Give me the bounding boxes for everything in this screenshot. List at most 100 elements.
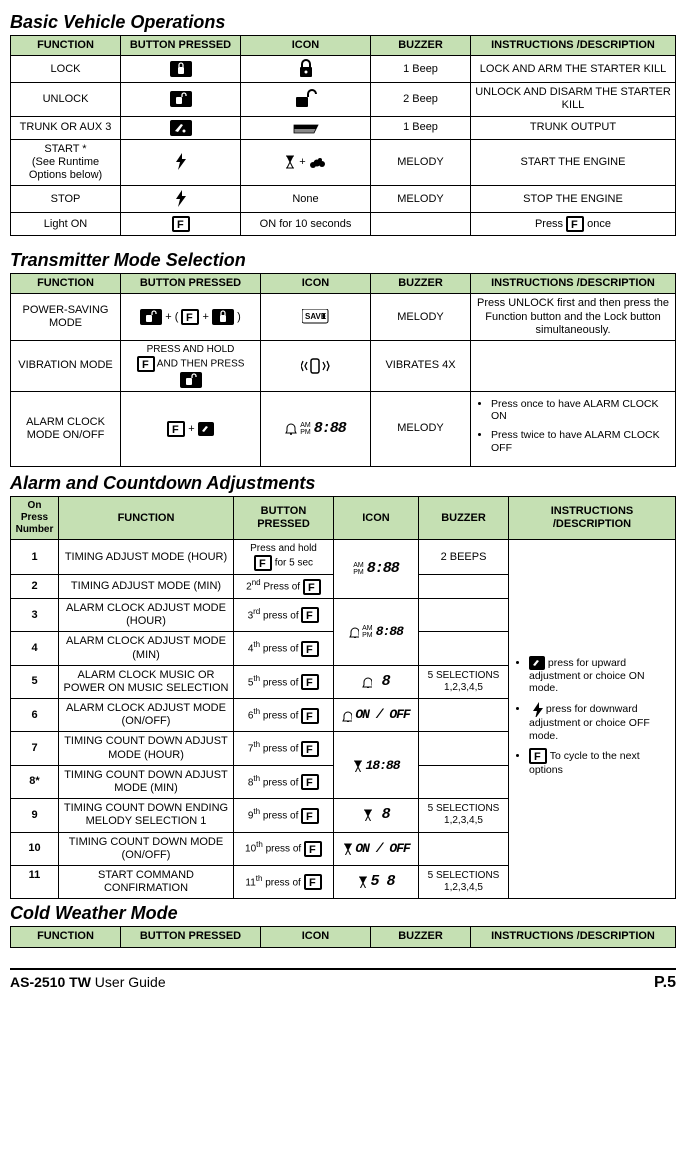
cell-icon [241, 116, 371, 139]
th: BUZZER [371, 927, 471, 947]
cell-buzzer [419, 632, 509, 665]
cell-icon [261, 340, 371, 391]
footer-model: AS-2510 TW [10, 974, 91, 990]
cell-instr: LOCK AND ARM THE STARTER KILL [471, 56, 676, 83]
cell-buzzer: 5 SELECTIONS 1,2,3,4,5 [419, 665, 509, 698]
cell-instr: Press once to have ALARM CLOCK ON Press … [471, 391, 676, 466]
cell-icon: 8 [334, 799, 419, 832]
text: for 5 sec [272, 558, 313, 569]
cell-fn: START COMMAND CONFIRMATION [59, 865, 234, 898]
footer-guide: User Guide [91, 974, 166, 990]
cell-buzzer: 1 Beep [371, 116, 471, 139]
cell-fn: TIMING COUNT DOWN ENDING MELODY SELECTIO… [59, 799, 234, 832]
cell-icon: None [241, 186, 371, 213]
text: press of [262, 877, 303, 888]
cell-fn: TIMING COUNT DOWN MODE (ON/OFF) [59, 832, 234, 865]
cell-btn: 5th press of [234, 665, 334, 698]
cell-fn: VIBRATION MODE [11, 340, 121, 391]
text: + [199, 311, 212, 323]
cell-buzzer [419, 598, 509, 631]
cell-instr: START THE ENGINE [471, 139, 676, 186]
cell-buzzer: 5 SELECTIONS 1,2,3,4,5 [419, 799, 509, 832]
section-title-alarm: Alarm and Countdown Adjustments [10, 473, 676, 494]
text: press for downward adjustment or choice … [529, 703, 650, 742]
text: ) [234, 311, 241, 323]
cell-fn: TIMING ADJUST MODE (HOUR) [59, 540, 234, 575]
th: INSTRUCTIONS /DESCRIPTION [471, 927, 676, 947]
cell-btn [121, 83, 241, 116]
onoff: ON / OFF [355, 841, 409, 856]
cell-icon: + [241, 139, 371, 186]
cell-buzzer: MELODY [371, 139, 471, 186]
text: press of [260, 610, 301, 621]
th: BUTTON PRESSED [121, 36, 241, 56]
text: Press of [261, 582, 303, 593]
cell-instr: TRUNK OUTPUT [471, 116, 676, 139]
cell-buzzer [419, 732, 509, 765]
cell-instr: Press UNLOCK first and then press the Fu… [471, 294, 676, 341]
cell-buzzer [371, 213, 471, 236]
sup: th [256, 840, 263, 849]
cell-btn [121, 116, 241, 139]
cell-n: 2 [11, 575, 59, 599]
text: Press [535, 218, 566, 230]
th: BUZZER [371, 274, 471, 294]
th: FUNCTION [11, 274, 121, 294]
cell-n: 1 [11, 540, 59, 575]
plus-text: + [296, 156, 309, 168]
th: FUNCTION [11, 927, 121, 947]
text: + [185, 423, 198, 435]
th: BUTTON PRESSED [121, 274, 261, 294]
cell-buzzer [419, 832, 509, 865]
cell-icon: 18:88 [334, 732, 419, 799]
cell-btn: PRESS AND HOLD AND THEN PRESS [121, 340, 261, 391]
text: PRESS AND HOLD [125, 344, 256, 356]
section-title-transmitter: Transmitter Mode Selection [10, 250, 676, 271]
cell-fn: POWER-SAVING MODE [11, 294, 121, 341]
cell-btn [121, 56, 241, 83]
footer-page: P.5 [654, 974, 676, 992]
th: ICON [241, 36, 371, 56]
cell-btn: Press and hold for 5 sec [234, 540, 334, 575]
text: press of [260, 710, 301, 721]
text: 10 [245, 844, 256, 855]
footer: AS-2510 TW User Guide P.5 [10, 968, 676, 992]
cell-buzzer: 2 BEEPS [419, 540, 509, 575]
cell-buzzer [419, 575, 509, 599]
cell-icon: ON for 10 seconds [241, 213, 371, 236]
text: AND THEN PRESS [155, 359, 245, 370]
footer-left: AS-2510 TW User Guide [10, 974, 166, 990]
cell-buzzer: 2 Beep [371, 83, 471, 116]
cell-btn: 6th press of [234, 699, 334, 732]
digit: 8 [382, 673, 390, 690]
cell-btn: 2nd Press of [234, 575, 334, 599]
cell-n: 8* [11, 765, 59, 798]
cell-instr: STOP THE ENGINE [471, 186, 676, 213]
cell-n: 9 [11, 799, 59, 832]
digit: 5 8 [371, 873, 395, 890]
digit: 8 [382, 806, 390, 823]
cell-buzzer: MELODY [371, 294, 471, 341]
cell-fn: TIMING COUNT DOWN ADJUST MODE (HOUR) [59, 732, 234, 765]
section-title-basic: Basic Vehicle Operations [10, 12, 676, 33]
cell-fn: Light ON [11, 213, 121, 236]
cell-buzzer: VIBRATES 4X [371, 340, 471, 391]
cell-btn: 11th press of [234, 865, 334, 898]
cell-n: 11 [11, 865, 59, 898]
cell-btn: 7th press of [234, 732, 334, 765]
table-cold: FUNCTION BUTTON PRESSED ICON BUZZER INST… [10, 926, 676, 947]
th: ICON [261, 274, 371, 294]
cell-n: 4 [11, 632, 59, 665]
th: ICON [261, 927, 371, 947]
cell-buzzer: MELODY [371, 186, 471, 213]
cell-btn: 10th press of [234, 832, 334, 865]
cell-fn: TIMING ADJUST MODE (MIN) [59, 575, 234, 599]
table-alarm: On Press Number FUNCTION BUTTON PRESSED … [10, 496, 676, 899]
section-title-cold: Cold Weather Mode [10, 903, 676, 924]
cell-buzzer: 1 Beep [371, 56, 471, 83]
cell-n: 5 [11, 665, 59, 698]
cell-fn: LOCK [11, 56, 121, 83]
text: + ( [162, 311, 181, 323]
th: INSTRUCTIONS /DESCRIPTION [509, 497, 676, 540]
cell-icon: AMPM 8:88 [261, 391, 371, 466]
